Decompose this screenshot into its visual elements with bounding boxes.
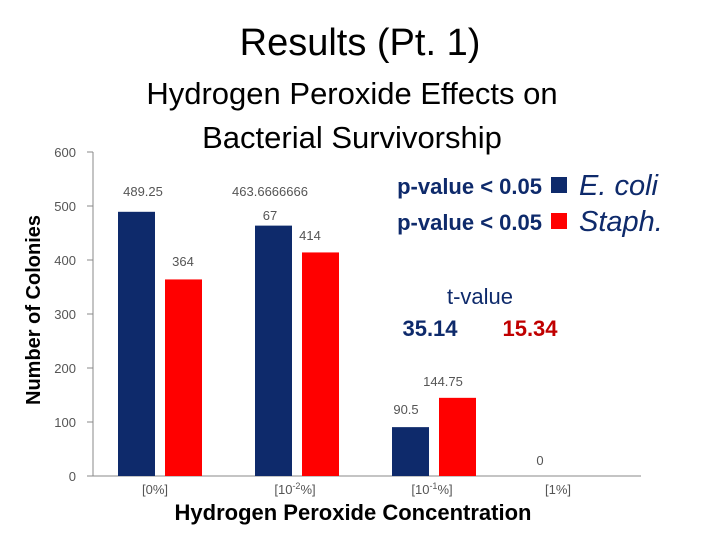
t-value: 35.14 <box>402 316 458 341</box>
p-value-label: p-value < 0.05 <box>397 174 542 199</box>
y-tick-label: 300 <box>54 307 76 322</box>
data-label: 364 <box>172 254 194 269</box>
x-tick-label: [10-2%] <box>274 481 315 497</box>
chart-title-line: Bacterial Survivorship <box>202 120 502 155</box>
x-tick-label: [1%] <box>545 482 571 497</box>
legend-swatch <box>551 213 567 229</box>
y-axis-label: Number of Colonies <box>23 215 45 405</box>
data-label: 489.25 <box>123 184 163 199</box>
y-tick-label: 100 <box>54 415 76 430</box>
data-label: 90.5 <box>393 402 418 417</box>
x-tick-label: [10-1%] <box>411 481 452 497</box>
data-label: 144.75 <box>423 374 463 389</box>
p-value-label: p-value < 0.05 <box>397 210 542 235</box>
data-label: 463.6666666 67 <box>232 184 308 223</box>
slide-title: Results (Pt. 1) <box>239 22 481 64</box>
bar-staph <box>302 252 339 476</box>
t-value: 15.34 <box>502 316 558 341</box>
t-value-label: t-value <box>447 284 513 309</box>
bar-ecoli <box>392 427 429 476</box>
bar-ecoli <box>255 225 292 476</box>
data-label: 0 <box>536 453 543 468</box>
y-tick-label: 600 <box>54 145 76 160</box>
legend-entry: E. coli <box>579 170 660 202</box>
x-axis-label: Hydrogen Peroxide Concentration <box>175 500 532 525</box>
bar-staph <box>439 397 476 476</box>
chart-title-line: Hydrogen Peroxide Effects on <box>146 76 557 111</box>
y-tick-label: 0 <box>69 469 76 484</box>
y-tick-label: 500 <box>54 199 76 214</box>
data-label: 414 <box>299 228 321 243</box>
bar-ecoli <box>118 211 155 476</box>
y-tick-label: 200 <box>54 361 76 376</box>
bar-staph <box>165 279 202 476</box>
legend-swatch <box>551 177 567 193</box>
y-tick-label: 400 <box>54 253 76 268</box>
legend-entry: Staph. <box>579 206 663 238</box>
x-tick-label: [0%] <box>142 482 168 497</box>
